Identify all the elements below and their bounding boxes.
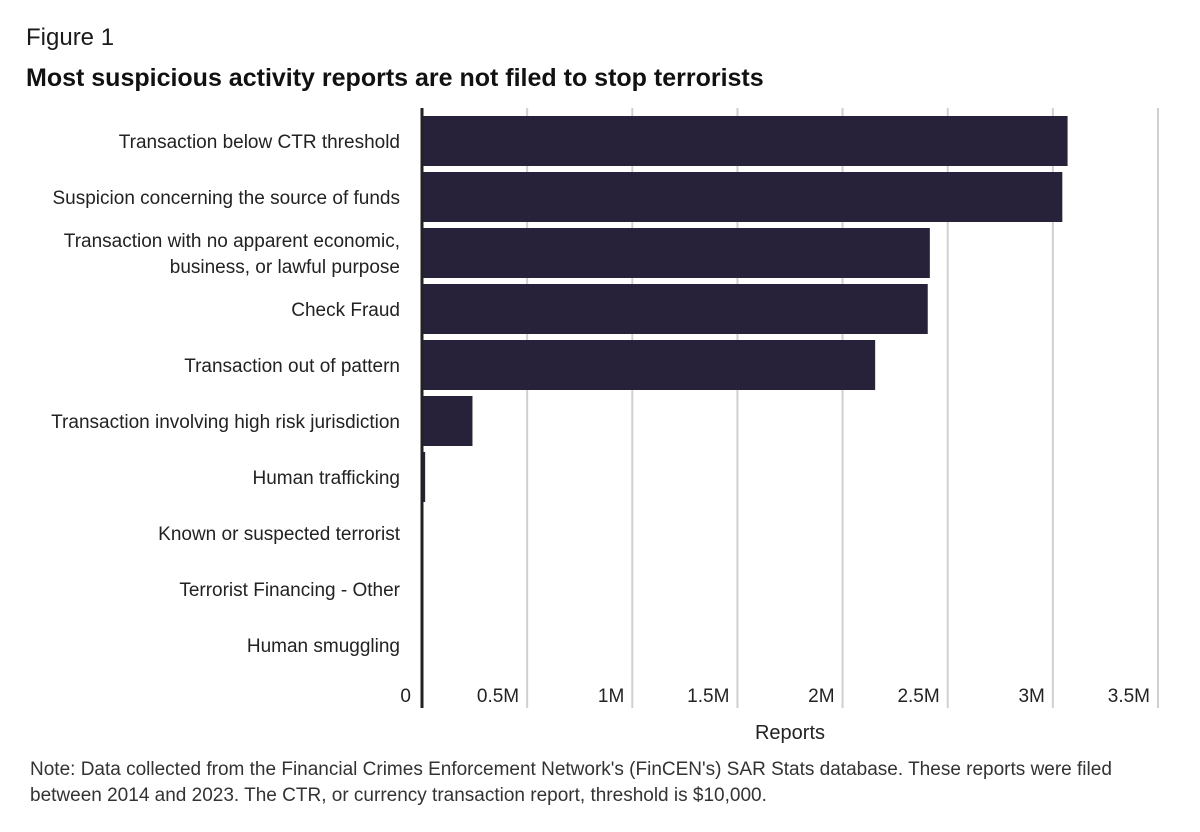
bar	[422, 284, 928, 334]
footnote: Note: Data collected from the Financial …	[30, 759, 1112, 806]
category-label: Known or suspected terrorist	[158, 524, 401, 545]
bar-chart: Transaction below CTR threshold Suspicion…	[51, 108, 1159, 744]
bar	[422, 396, 473, 446]
category-label: Suspicion concerning the source of funds	[53, 188, 401, 209]
chart-title: Most suspicious activity reports are not…	[26, 64, 764, 92]
category-label: Transaction out of pattern	[184, 356, 400, 377]
x-tick-labels: 0 0.5M 1M 1.5M 2M 2.5M 3M 3.5M	[400, 686, 1150, 707]
bars	[422, 116, 1068, 670]
x-tick-label: 0.5M	[477, 686, 519, 707]
category-label: Transaction with no apparent economic,	[64, 231, 400, 252]
category-label: Human trafficking	[253, 468, 401, 489]
category-label: Check Fraud	[291, 300, 400, 321]
x-tick-label: 2M	[808, 686, 834, 707]
category-labels: Transaction below CTR threshold Suspicion…	[51, 132, 401, 657]
bar	[422, 116, 1068, 166]
x-tick-label: 1M	[598, 686, 624, 707]
category-label: Terrorist Financing - Other	[179, 580, 400, 601]
x-tick-label: 0	[400, 686, 411, 707]
figure-label: Figure 1	[26, 24, 115, 51]
category-label: Transaction below CTR threshold	[119, 132, 400, 153]
category-label: business, or lawful purpose	[170, 257, 400, 278]
bar	[422, 228, 930, 278]
x-tick-label: 3M	[1018, 686, 1044, 707]
x-tick-label: 2.5M	[897, 686, 939, 707]
bar	[422, 340, 876, 390]
x-tick-label: 3.5M	[1108, 686, 1150, 707]
category-label: Transaction involving high risk jurisdic…	[51, 412, 400, 433]
category-label: Human smuggling	[247, 636, 400, 657]
bar	[422, 452, 426, 502]
x-axis-title: Reports	[755, 722, 825, 744]
bar	[422, 172, 1063, 222]
x-tick-label: 1.5M	[687, 686, 729, 707]
